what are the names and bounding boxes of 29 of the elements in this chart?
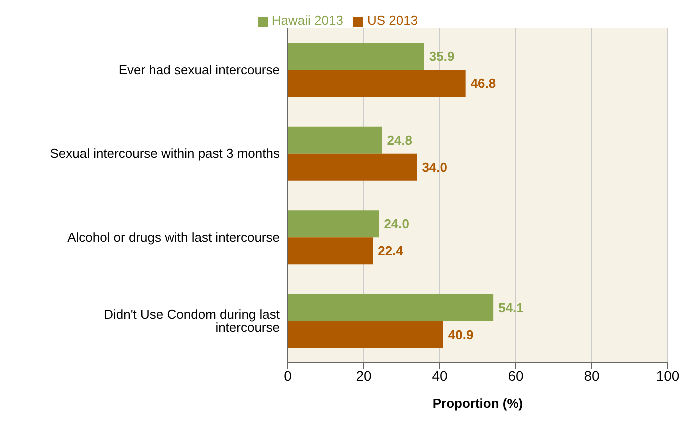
x-tick-label: 0 [284, 368, 292, 384]
bar [288, 126, 382, 154]
x-tick-label: 60 [508, 368, 524, 384]
bar [288, 210, 380, 238]
bar [288, 238, 374, 265]
legend-label: Hawaii 2013 [272, 13, 344, 28]
data-label: 34.0 [422, 160, 448, 175]
x-tick-label: 20 [356, 368, 372, 384]
data-label: 54.1 [498, 300, 524, 316]
y-tick-label: Sexual intercourse within past 3 months [50, 146, 280, 162]
data-label: 24.0 [384, 216, 410, 232]
data-label: 40.9 [448, 327, 474, 342]
data-label: 35.9 [429, 49, 455, 64]
legend-label: US 2013 [367, 13, 418, 28]
y-tick-label: Didn't Use Condom during last intercourse [104, 307, 280, 336]
x-tick-label: 80 [584, 368, 600, 384]
data-label: 24.8 [387, 132, 413, 148]
bar [288, 321, 444, 348]
data-label: 46.8 [470, 76, 496, 92]
bar [288, 154, 418, 181]
x-axis-title: Proportion (%) [432, 396, 524, 411]
x-tick-label: 40 [432, 368, 448, 384]
bar [288, 43, 424, 70]
bar [288, 294, 494, 322]
bar [288, 70, 466, 98]
x-tick-label: 100 [656, 368, 680, 384]
y-tick-label: Ever had sexual intercourse [118, 62, 280, 78]
y-tick-label: Alcohol or drugs with last intercourse [68, 230, 280, 245]
data-label: 22.4 [378, 244, 404, 259]
